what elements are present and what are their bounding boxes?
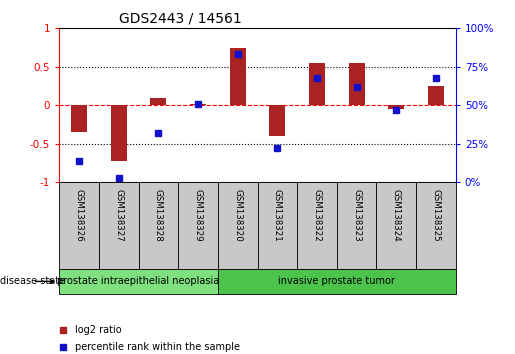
Text: GSM138323: GSM138323: [352, 189, 361, 242]
Text: GSM138320: GSM138320: [233, 189, 242, 242]
Text: invasive prostate tumor: invasive prostate tumor: [279, 276, 395, 286]
Text: GSM138329: GSM138329: [194, 189, 202, 242]
Bar: [59, 269, 218, 294]
Bar: [376, 182, 416, 269]
Text: GSM138324: GSM138324: [392, 189, 401, 242]
Bar: [309, 63, 325, 105]
Text: GSM138327: GSM138327: [114, 189, 123, 242]
Bar: [150, 98, 166, 105]
Bar: [337, 182, 376, 269]
Text: prostate intraepithelial neoplasia: prostate intraepithelial neoplasia: [57, 276, 220, 286]
Text: log2 ratio: log2 ratio: [75, 325, 122, 335]
Text: GSM138326: GSM138326: [75, 189, 83, 242]
Text: GSM138328: GSM138328: [154, 189, 163, 242]
Bar: [111, 105, 127, 161]
Bar: [139, 182, 178, 269]
Bar: [178, 182, 218, 269]
Text: GSM138322: GSM138322: [313, 189, 321, 242]
Text: percentile rank within the sample: percentile rank within the sample: [75, 342, 240, 352]
Bar: [59, 182, 99, 269]
Bar: [71, 105, 87, 132]
Bar: [99, 182, 139, 269]
Bar: [297, 182, 337, 269]
Bar: [218, 182, 258, 269]
Text: disease state: disease state: [0, 276, 65, 286]
Bar: [416, 182, 456, 269]
Bar: [388, 105, 404, 109]
Bar: [218, 269, 456, 294]
Text: GDS2443 / 14561: GDS2443 / 14561: [118, 12, 242, 26]
Bar: [190, 104, 206, 105]
Bar: [230, 47, 246, 105]
Bar: [269, 105, 285, 136]
Text: GSM138325: GSM138325: [432, 189, 440, 242]
Text: GSM138321: GSM138321: [273, 189, 282, 242]
Bar: [258, 182, 297, 269]
Bar: [349, 63, 365, 105]
Bar: [428, 86, 444, 105]
